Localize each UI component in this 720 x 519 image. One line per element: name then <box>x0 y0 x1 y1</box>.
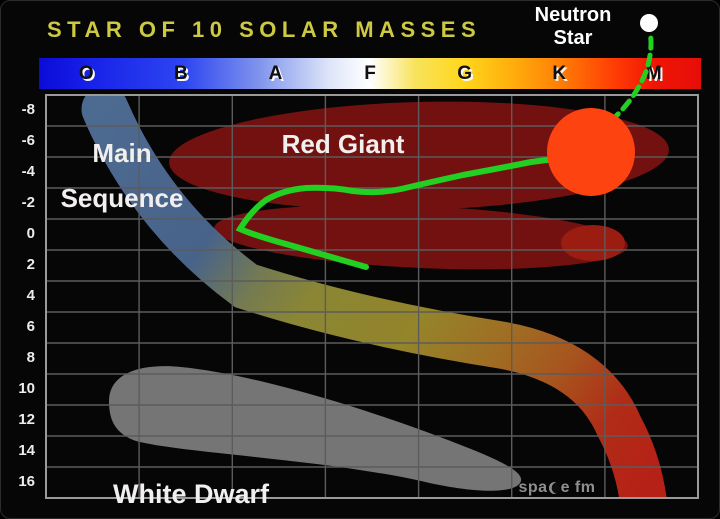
y-axis-label: 16 <box>18 473 35 490</box>
spectral-class-g: G <box>457 63 472 84</box>
y-axis-label: -2 <box>21 194 35 211</box>
y-axis-label: 14 <box>18 442 35 459</box>
region-label-red-giant: Red Giant <box>281 129 405 159</box>
spectral-class-f: F <box>364 63 376 84</box>
red-giant-region-lower-tip <box>561 225 625 261</box>
spacefm-watermark: spa e fm <box>509 478 605 498</box>
spectral-class-a: A <box>268 63 283 84</box>
y-axis-label: 6 <box>26 318 35 335</box>
spectral-class-bar: O B A F G K M <box>39 58 701 89</box>
evolution-track <box>235 155 566 270</box>
region-label-white-dwarf: White Dwarf <box>112 479 269 509</box>
y-axis-label: -8 <box>21 101 35 118</box>
neutron-star-dot <box>640 14 658 32</box>
white-dwarf-region <box>109 366 522 491</box>
y-axis-label: 12 <box>18 411 35 428</box>
spectral-class-o: O <box>78 63 94 84</box>
page-title: STAR OF 10 SOLAR MASSES <box>47 17 482 42</box>
spectral-class-k: K <box>552 63 567 84</box>
y-axis-label: 4 <box>26 287 35 304</box>
region-label-main-sequence: Main Sequence <box>60 138 184 213</box>
y-axis-label: 8 <box>26 349 35 366</box>
main-sequence-band <box>81 95 667 498</box>
evolution-track-dashed <box>608 29 654 124</box>
y-axis-label: -4 <box>21 163 35 180</box>
crescent-moon-icon <box>548 482 560 494</box>
neutron-star-label: Neutron Star <box>534 4 612 49</box>
y-axis-label: 0 <box>26 225 35 242</box>
watermark-text-suffix: e fm <box>560 479 596 496</box>
y-axis-label: -6 <box>21 132 35 149</box>
y-axis-label: 2 <box>26 256 35 273</box>
spectral-class-m: M <box>645 63 662 84</box>
red-giant-star <box>547 108 635 196</box>
plot-border <box>45 94 699 499</box>
y-axis-label: 10 <box>18 380 35 397</box>
spectral-class-b: B <box>174 63 188 84</box>
watermark-text-prefix: spa <box>518 479 548 496</box>
